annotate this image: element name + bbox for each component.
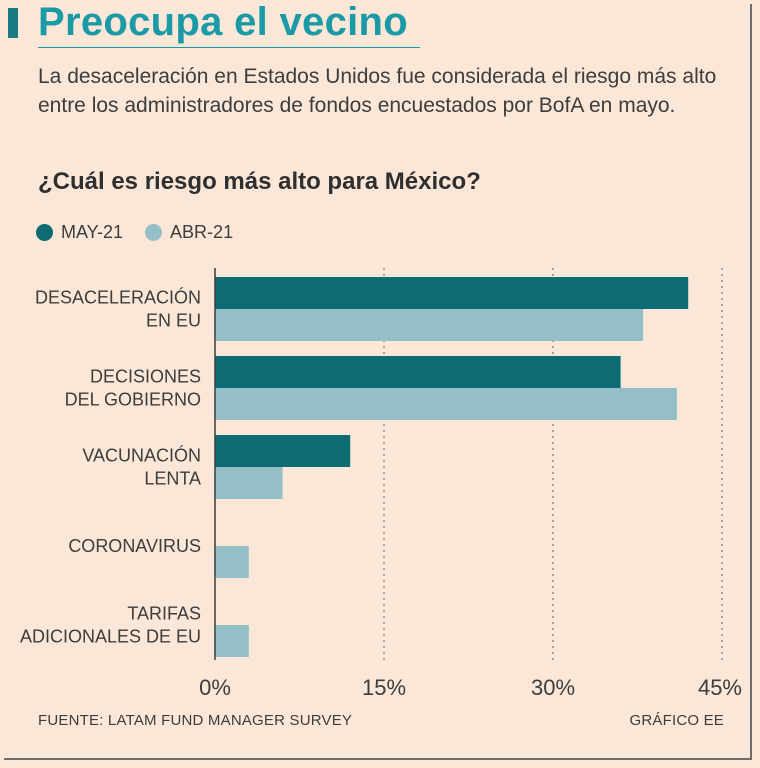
title-underline — [38, 47, 420, 48]
legend-item-may: MAY-21 — [36, 222, 123, 243]
category-label-1: DECISIONES DEL GOBIERNO — [65, 367, 201, 410]
bar-may-21-1 — [215, 356, 621, 388]
legend-item-abr: ABR-21 — [145, 222, 233, 243]
page-title: Preocupa el vecino — [38, 0, 408, 44]
subtitle: La desaceleración en Estados Unidos fue … — [38, 65, 717, 117]
bar-may-21-2 — [215, 435, 351, 467]
category-label-line: ADICIONALES DE EU — [20, 627, 201, 647]
title-accent-bar — [8, 8, 18, 38]
chart-question: ¿Cuál es riesgo más alto para México? — [38, 168, 481, 195]
category-label-line: VACUNACIÓN — [82, 445, 201, 466]
legend: MAY-21 ABR-21 — [36, 220, 247, 244]
x-tick-label-0: 0% — [199, 675, 231, 700]
bar-abr-21-2 — [215, 467, 283, 499]
category-label-line: CORONAVIRUS — [68, 536, 201, 556]
category-label-0: DESACELERACIÓN EN EU — [35, 287, 201, 331]
x-tick-label-15: 15% — [362, 675, 406, 700]
x-tick-label-45: 45% — [698, 675, 742, 700]
bar-abr-21-4 — [215, 625, 249, 657]
category-label-line: DECISIONES — [90, 367, 201, 387]
category-label-line: DEL GOBIERNO — [65, 390, 201, 410]
category-label-line: DESACELERACIÓN — [35, 287, 201, 308]
category-label-3: CORONAVIRUS — [68, 536, 201, 556]
legend-swatch-may — [36, 223, 53, 241]
source-note: FUENTE: LATAM FUND MANAGER SURVEY — [38, 712, 353, 729]
bar-abr-21-3 — [215, 546, 249, 578]
category-label-line: TARIFAS — [127, 604, 201, 624]
legend-label-may: MAY-21 — [61, 221, 124, 242]
frame — [4, 4, 752, 760]
legend-swatch-abr — [145, 223, 163, 241]
x-tick-label-30: 30% — [531, 675, 575, 700]
bar-abr-21-1 — [215, 388, 677, 420]
category-label-line: LENTA — [144, 469, 201, 489]
graphic-credit: GRÁFICO EE — [629, 712, 724, 729]
category-label-line: EN EU — [146, 311, 201, 331]
category-label-2: VACUNACIÓN LENTA — [82, 445, 201, 489]
bar-may-21-0 — [215, 277, 689, 309]
bar-abr-21-0 — [215, 309, 644, 341]
legend-label-abr: ABR-21 — [170, 221, 234, 242]
category-label-4: TARIFAS ADICIONALES DE EU — [20, 604, 201, 647]
